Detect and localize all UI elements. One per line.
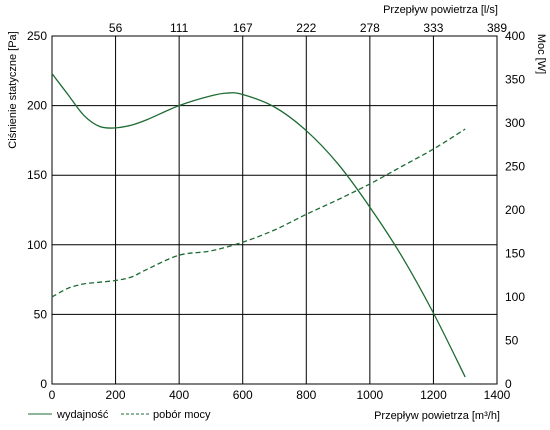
y-right-tick-label: 100	[505, 290, 525, 304]
bottom-axis-title: Przepływ powietrza [m³/h]	[374, 410, 500, 422]
x-tick-label: 1200	[420, 388, 447, 402]
y-right-tick-label: 150	[505, 247, 525, 261]
left-axis-title: Ciśnienie statyczne [Pa]	[7, 31, 19, 148]
x-tick-label: 600	[233, 388, 253, 402]
y-left-tick-label: 50	[34, 307, 48, 321]
top-axis-title: Przepływ powietrza [l/s]	[383, 4, 498, 16]
y-right-tick-label: 0	[505, 377, 512, 391]
x-tick-label: 1400	[484, 388, 511, 402]
plot-frame	[51, 35, 498, 385]
legend-label-wydajnosc: wydajność	[56, 409, 109, 421]
y-right-tick-label: 300	[505, 116, 525, 130]
series-lines	[51, 73, 466, 378]
y-left-tick-label: 150	[27, 168, 47, 182]
right-axis-title: Moc [W]	[535, 34, 547, 74]
y-right-tick-label: 250	[505, 160, 525, 174]
legend-label-pobor-mocy: pobór mocy	[153, 409, 211, 421]
series-line-wydajnosc	[51, 73, 466, 378]
series-line-pobor-mocy	[51, 128, 466, 298]
y-left-tick-label: 100	[27, 238, 47, 252]
x-top-tick-label: 111	[170, 21, 189, 35]
x-tick-label: 1000	[357, 388, 384, 402]
x-top-tick-label: 389	[487, 21, 507, 35]
x-tick-label: 200	[106, 388, 126, 402]
y-right-tick-label: 200	[505, 203, 525, 217]
x-tick-label: 400	[169, 388, 189, 402]
x-tick-label: 800	[296, 388, 316, 402]
x-top-tick-label: 222	[296, 21, 316, 35]
y-right-tick-label: 50	[505, 334, 519, 348]
y-left-tick-label: 250	[27, 29, 47, 43]
x-top-tick-label: 278	[360, 21, 380, 35]
x-top-tick-label: 167	[233, 21, 253, 35]
y-right-tick-label: 400	[505, 29, 525, 43]
y-left-tick-label: 200	[27, 99, 47, 113]
x-top-tick-label: 56	[109, 21, 123, 35]
y-right-tick-label: 350	[505, 73, 525, 87]
legend: wydajność pobór mocy	[28, 409, 211, 421]
y-left-tick-label: 0	[40, 377, 47, 391]
x-top-tick-label: 333	[423, 21, 443, 35]
x-tick-label: 0	[49, 388, 56, 402]
grid-lines	[52, 36, 497, 384]
